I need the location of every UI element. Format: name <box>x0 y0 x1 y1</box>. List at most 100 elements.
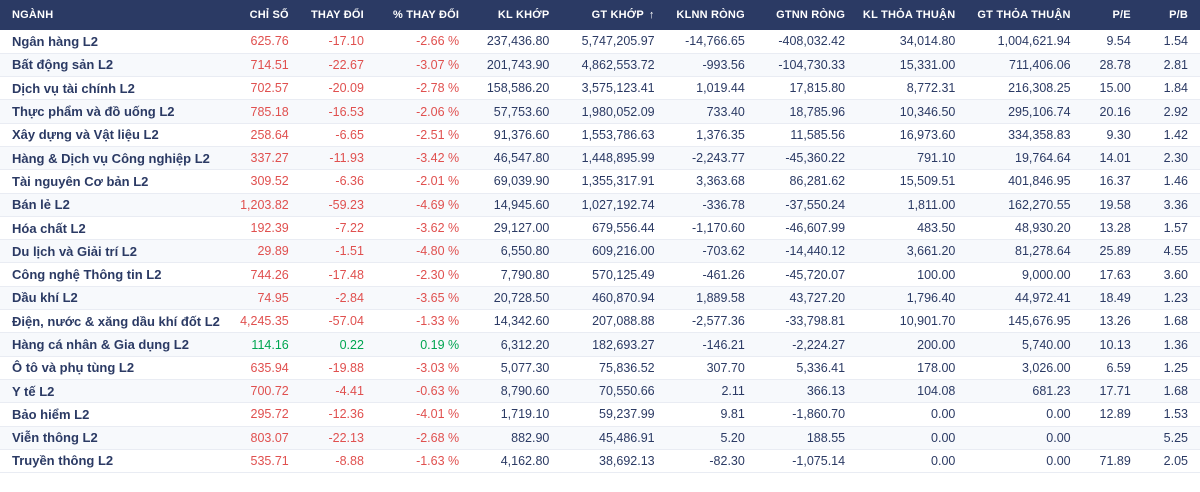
column-header-pct_change[interactable]: % THAY ĐỔI <box>375 0 472 30</box>
cell-foreign_net_value: -1,075.14 <box>756 449 858 474</box>
sector-table: NGÀNH CHỈ SỐ THAY ĐỔI % THAY ĐỔI KL KHỚP GT K… <box>0 0 1200 474</box>
cell-deal_value: 295,106.74 <box>967 99 1083 124</box>
sector-row[interactable]: Bán lẻ L2 1,203.82 -59.23 -4.69 % 14,945.60 1… <box>0 193 1200 217</box>
table-header: NGÀNH CHỈ SỐ THAY ĐỔI % THAY ĐỔI KL KHỚP GT K… <box>0 0 1200 30</box>
column-label: P/B <box>1169 9 1188 21</box>
cell-pe: 25.89 <box>1082 239 1143 264</box>
cell-deal_value: 216,308.25 <box>967 76 1083 101</box>
cell-pb: 1.57 <box>1142 216 1200 241</box>
cell-deal_volume: 791.10 <box>857 146 968 171</box>
cell-change: -17.10 <box>300 30 376 54</box>
cell-matched_volume: 882.90 <box>471 426 562 450</box>
cell-pct_change: -2.06 % <box>375 99 472 124</box>
sector-row[interactable]: Hóa chất L2 192.39 -7.22 -3.62 % 29,127.00 67… <box>0 216 1200 241</box>
cell-sector: Bán lẻ L2 <box>0 193 231 217</box>
cell-matched_value: 3,575,123.41 <box>561 76 667 101</box>
cell-change: -2.84 <box>300 286 376 311</box>
column-header-pe[interactable]: P/E <box>1082 0 1143 30</box>
cell-index: 114.16 <box>230 332 301 357</box>
sector-row[interactable]: Ô tô và phụ tùng L2 635.94 -19.88 -3.03 % 5,… <box>0 356 1200 380</box>
cell-pe: 28.78 <box>1082 53 1143 78</box>
cell-matched_value: 570,125.49 <box>561 262 667 287</box>
sector-row[interactable]: Viễn thông L2 803.07 -22.13 -2.68 % 882.90 45… <box>0 426 1200 450</box>
cell-foreign_net_volume: -703.62 <box>666 239 757 264</box>
cell-matched_value: 679,556.44 <box>561 216 667 241</box>
cell-pe: 16.37 <box>1082 169 1143 194</box>
sector-row[interactable]: Bất động sản L2 714.51 -22.67 -3.07 % 201,74… <box>0 53 1200 78</box>
cell-sector: Dịch vụ tài chính L2 <box>0 76 231 101</box>
header-row: NGÀNH CHỈ SỐ THAY ĐỔI % THAY ĐỔI KL KHỚP GT K… <box>0 0 1200 30</box>
sector-row[interactable]: Bảo hiểm L2 295.72 -12.36 -4.01 % 1,719.10 59… <box>0 402 1200 427</box>
sector-row[interactable]: Thực phẩm và đồ uống L2 785.18 -16.53 -2.06… <box>0 99 1200 124</box>
cell-change: -8.88 <box>300 449 376 474</box>
cell-deal_value: 0.00 <box>967 402 1083 427</box>
cell-change: -57.04 <box>300 309 376 334</box>
cell-foreign_net_value: 43,727.20 <box>756 286 858 311</box>
cell-pct_change: -2.51 % <box>375 123 472 147</box>
sector-row[interactable]: Hàng & Dịch vụ Công nghiệp L2 337.27 -11.9… <box>0 146 1200 171</box>
cell-deal_value: 44,972.41 <box>967 286 1083 311</box>
cell-matched_value: 75,836.52 <box>561 356 667 380</box>
column-header-deal_value[interactable]: GT THỎA THUẬN <box>967 0 1083 30</box>
sector-row[interactable]: Công nghệ Thông tin L2 744.26 -17.48 -2.30 … <box>0 262 1200 287</box>
cell-pb: 2.92 <box>1142 99 1200 124</box>
cell-change: -22.67 <box>300 53 376 78</box>
column-header-matched_volume[interactable]: KL KHỚP <box>471 0 562 30</box>
cell-deal_volume: 178.00 <box>857 356 968 380</box>
cell-foreign_net_value: -45,720.07 <box>756 262 858 287</box>
cell-foreign_net_volume: 1,019.44 <box>666 76 757 101</box>
sector-row[interactable]: Tài nguyên Cơ bản L2 309.52 -6.36 -2.01 % 69… <box>0 169 1200 194</box>
cell-foreign_net_volume: -2,243.77 <box>666 146 757 171</box>
column-header-deal_volume[interactable]: KL THỎA THUẬN <box>857 0 968 30</box>
cell-foreign_net_volume: -993.56 <box>666 53 757 78</box>
sector-row[interactable]: Hàng cá nhân & Gia dụng L2 114.16 0.22 0.19… <box>0 332 1200 357</box>
cell-deal_volume: 200.00 <box>857 332 968 357</box>
cell-matched_value: 182,693.27 <box>561 332 667 357</box>
cell-matched_volume: 20,728.50 <box>471 286 562 311</box>
sector-row[interactable]: Du lịch và Giải trí L2 29.89 -1.51 -4.80 % 6… <box>0 239 1200 264</box>
cell-foreign_net_volume: 1,889.58 <box>666 286 757 311</box>
cell-foreign_net_volume: 307.70 <box>666 356 757 380</box>
cell-index: 635.94 <box>230 356 301 380</box>
column-header-foreign_net_volume[interactable]: KLNN RÒNG <box>666 0 757 30</box>
cell-deal_volume: 3,661.20 <box>857 239 968 264</box>
cell-deal_value: 5,740.00 <box>967 332 1083 357</box>
column-header-foreign_net_value[interactable]: GTNN RÒNG <box>756 0 858 30</box>
cell-matched_value: 609,216.00 <box>561 239 667 264</box>
cell-deal_value: 334,358.83 <box>967 123 1083 147</box>
sector-row[interactable]: Truyền thông L2 535.71 -8.88 -1.63 % 4,162.8… <box>0 449 1200 474</box>
cell-sector: Điện, nước & xăng dầu khí đốt L2 <box>0 309 231 334</box>
cell-index: 744.26 <box>230 262 301 287</box>
cell-pe: 71.89 <box>1082 449 1143 474</box>
table-body: Ngân hàng L2 625.76 -17.10 -2.66 % 237,436.8… <box>0 30 1200 474</box>
column-header-index[interactable]: CHỈ SỐ <box>230 0 301 30</box>
sector-row[interactable]: Điện, nước & xăng dầu khí đốt L2 4,245.35… <box>0 309 1200 334</box>
cell-deal_value: 9,000.00 <box>967 262 1083 287</box>
cell-deal_volume: 10,901.70 <box>857 309 968 334</box>
sort-icon[interactable]: ↑ <box>648 9 655 21</box>
column-header-sector[interactable]: NGÀNH <box>0 0 231 30</box>
cell-foreign_net_volume: 3,363.68 <box>666 169 757 194</box>
cell-deal_volume: 483.50 <box>857 216 968 241</box>
cell-pb: 1.42 <box>1142 123 1200 147</box>
column-header-pb[interactable]: P/B <box>1142 0 1200 30</box>
cell-pe: 17.63 <box>1082 262 1143 287</box>
cell-deal_value: 3,026.00 <box>967 356 1083 380</box>
cell-index: 295.72 <box>230 402 301 427</box>
cell-sector: Du lịch và Giải trí L2 <box>0 239 231 264</box>
cell-matched_volume: 237,436.80 <box>471 30 562 54</box>
column-header-change[interactable]: THAY ĐỔI <box>300 0 376 30</box>
sector-row[interactable]: Dầu khí L2 74.95 -2.84 -3.65 % 20,728.50 460,… <box>0 286 1200 311</box>
cell-pct_change: -4.01 % <box>375 402 472 427</box>
cell-deal_value: 401,846.95 <box>967 169 1083 194</box>
column-header-matched_value[interactable]: GT KHỚP ↑ <box>561 0 667 30</box>
cell-foreign_net_volume: 9.81 <box>666 402 757 427</box>
cell-pb: 1.68 <box>1142 379 1200 404</box>
sector-row[interactable]: Xây dựng và Vật liệu L2 258.64 -6.65 -2.51 … <box>0 123 1200 147</box>
sector-row[interactable]: Ngân hàng L2 625.76 -17.10 -2.66 % 237,436.8… <box>0 30 1200 54</box>
sector-row[interactable]: Dịch vụ tài chính L2 702.57 -20.09 -2.78 % 1… <box>0 76 1200 101</box>
sector-row[interactable]: Y tế L2 700.72 -4.41 -0.63 % 8,790.60 70,550.… <box>0 379 1200 404</box>
cell-sector: Hàng cá nhân & Gia dụng L2 <box>0 332 231 357</box>
cell-deal_volume: 8,772.31 <box>857 76 968 101</box>
cell-deal_volume: 0.00 <box>857 426 968 450</box>
